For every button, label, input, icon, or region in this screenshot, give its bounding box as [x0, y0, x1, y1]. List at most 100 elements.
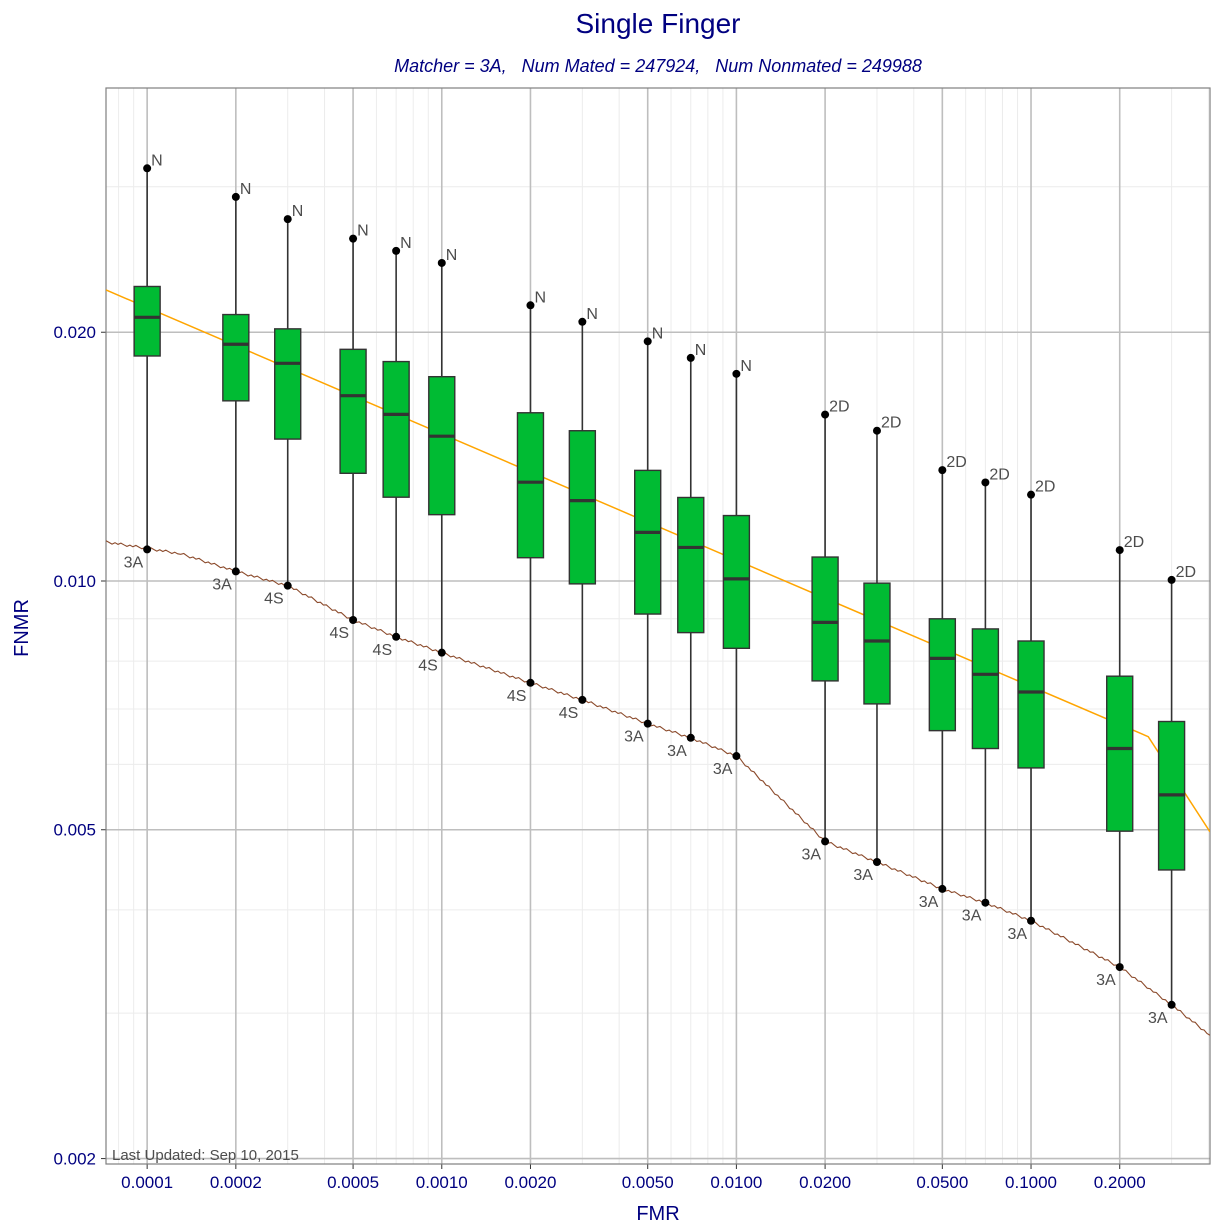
max-point: [981, 478, 990, 487]
box-group: 2D 3A: [1096, 534, 1144, 989]
max-point: [643, 337, 652, 346]
min-point: [392, 632, 401, 641]
min-label: 4S: [418, 658, 438, 675]
box-group: N 3A: [667, 342, 706, 760]
box-group: N 3A: [124, 152, 163, 571]
max-label: N: [695, 342, 707, 359]
max-point: [1167, 575, 1176, 584]
min-point: [643, 719, 652, 728]
box: [382, 360, 410, 498]
x-tick-label: 0.0500: [916, 1173, 968, 1192]
max-label: N: [446, 247, 458, 264]
max-label: N: [240, 181, 252, 198]
max-point: [686, 353, 695, 362]
min-label: 3A: [1096, 972, 1116, 989]
max-point: [578, 317, 587, 326]
box-group: N 3A: [212, 181, 251, 594]
min-label: 3A: [853, 867, 873, 884]
box: [428, 375, 456, 516]
min-label: 3A: [962, 908, 982, 925]
box-group: N 4S: [330, 223, 369, 642]
min-label: 4S: [264, 591, 284, 608]
max-label: 2D: [1035, 479, 1055, 496]
min-point: [283, 581, 292, 590]
min-point: [1167, 1000, 1176, 1009]
min-label: 4S: [507, 688, 527, 705]
y-tick-label: 0.020: [53, 323, 96, 342]
max-point: [349, 234, 358, 243]
max-point: [1115, 546, 1124, 555]
max-label: N: [534, 289, 546, 306]
max-label: N: [740, 358, 752, 375]
min-label: 4S: [330, 625, 350, 642]
max-label: 2D: [946, 454, 966, 471]
best-line: [106, 540, 1210, 1036]
box: [971, 628, 1000, 750]
min-point: [821, 837, 830, 846]
min-label: 3A: [624, 729, 644, 746]
min-point: [686, 733, 695, 742]
min-point: [981, 898, 990, 907]
min-label: 3A: [1007, 926, 1027, 943]
min-point: [143, 545, 152, 554]
min-label: 3A: [802, 846, 822, 863]
min-point: [938, 884, 947, 893]
box-group: N 3A: [624, 325, 663, 745]
y-axis-title: FNMR: [11, 599, 33, 657]
chart-title: Single Finger: [576, 8, 741, 39]
box-group: 2D 3A: [919, 454, 967, 911]
max-label: N: [586, 306, 598, 323]
box-group: 2D 3A: [1148, 564, 1196, 1027]
min-point: [1027, 916, 1036, 925]
min-point: [526, 678, 535, 687]
min-label: 4S: [373, 642, 393, 659]
max-label: 2D: [881, 415, 901, 432]
box-group: 2D 3A: [853, 415, 901, 884]
box-group: N 4S: [507, 289, 546, 705]
box: [516, 412, 545, 559]
box: [1106, 675, 1134, 832]
box: [811, 556, 839, 682]
max-point: [872, 426, 881, 435]
min-label: 3A: [713, 761, 733, 778]
min-label: 3A: [212, 576, 232, 593]
min-label: 3A: [124, 554, 144, 571]
box: [133, 285, 161, 357]
x-tick-label: 0.1000: [1005, 1173, 1057, 1192]
min-point: [437, 648, 446, 657]
x-tick-label: 0.0010: [416, 1173, 468, 1192]
min-label: 3A: [1148, 1010, 1168, 1027]
min-point: [872, 858, 881, 867]
min-label: 4S: [559, 705, 579, 722]
box-group: N 4S: [373, 235, 412, 659]
box: [677, 496, 705, 634]
y-tick-label: 0.005: [53, 821, 96, 840]
max-point: [938, 466, 947, 475]
x-tick-label: 0.0200: [799, 1173, 851, 1192]
y-tick-label: 0.010: [53, 572, 96, 591]
max-point: [143, 164, 152, 173]
max-label: 2D: [1124, 534, 1144, 551]
max-point: [231, 192, 240, 201]
box-group: N 4S: [418, 247, 457, 675]
plot-border: [105, 87, 1211, 1165]
min-label: 3A: [667, 743, 687, 760]
box: [928, 618, 957, 732]
x-tick-label: 0.0001: [121, 1173, 173, 1192]
max-point: [732, 369, 741, 378]
max-label: N: [151, 152, 163, 169]
max-label: N: [652, 325, 664, 342]
box-group: 2D 3A: [962, 466, 1010, 924]
box: [1017, 640, 1045, 769]
box: [863, 582, 891, 705]
x-tick-label: 0.0100: [710, 1173, 762, 1192]
max-label: 2D: [989, 466, 1009, 483]
box-group: N 3A: [713, 358, 752, 778]
box-group: N 4S: [559, 306, 598, 722]
max-label: N: [400, 235, 412, 252]
max-point: [1027, 490, 1036, 499]
last-updated-note: Last Updated: Sep 10, 2015: [112, 1147, 299, 1164]
x-tick-label: 0.0002: [210, 1173, 262, 1192]
min-point: [231, 567, 240, 576]
